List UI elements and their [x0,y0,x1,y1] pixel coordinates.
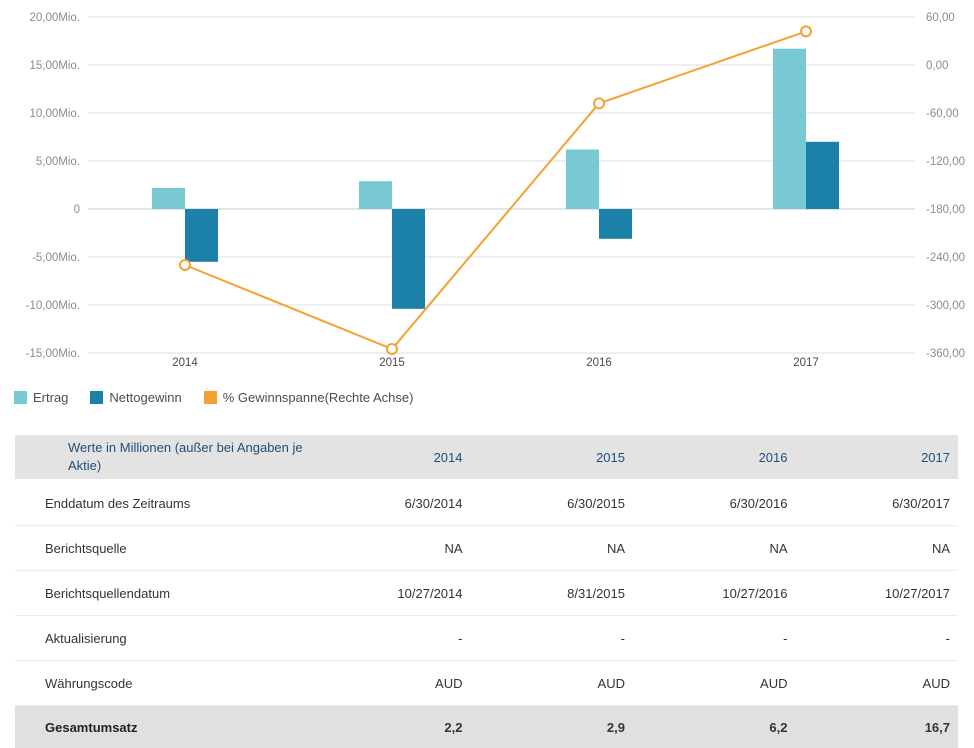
nettogewinn-swatch-icon [90,390,104,404]
row-value: 10/27/2014 [397,585,463,601]
row-value: 6/30/2015 [567,495,625,511]
right-axis-tick: -300,00 [926,300,965,312]
table-header-year-2016: 2016 [758,449,788,465]
table-row-berichtsquellendatum: Berichtsquellendatum 10/27/2014 8/31/201… [15,571,958,616]
left-axis-tick: 10,00Mio. [29,108,80,120]
row-value: 6/30/2016 [729,495,788,511]
table-header-year-2015: 2015 [596,449,625,465]
row-value: - [945,630,950,646]
combo-chart-svg: 20,00Mio. 60,00 15,00Mio. 0,00 10,00Mio. -60,… [26,12,965,369]
row-value: NA [931,540,950,556]
bar-ertrag-2015[interactable] [359,181,392,209]
legend-label: % Gewinnspanne(Rechte Achse) [222,389,414,405]
bar-ertrag-2016[interactable] [566,149,599,209]
legend-label: Nettogewinn [109,389,182,405]
table-header-year-2014: 2014 [433,449,463,465]
row-value: AUD [597,675,625,691]
gewinnspanne-line [184,30,807,351]
ertrag-swatch-icon [14,390,27,404]
row-value: - [620,630,625,646]
right-axis-tick: -180,00 [926,204,965,216]
row-value: 6/30/2017 [892,495,950,511]
gewinnspanne-swatch-icon [203,390,217,404]
bar-nettogewinn-2014[interactable] [185,209,218,262]
bar-nettogewinn-2015[interactable] [392,209,425,309]
legend-item-nettogewinn[interactable]: Nettogewinn [90,389,182,405]
left-axis-tick: -15,00Mio. [26,348,80,360]
row-value: NA [769,540,788,556]
right-axis-tick: -120,00 [926,156,965,168]
row-value: 6,2 [769,719,788,735]
gewinnspanne-marker-2016[interactable] [593,97,605,110]
gewinnspanne-marker-2015[interactable] [386,343,398,355]
left-axis-tick: 5,00Mio. [36,156,80,168]
table-row-waehrungscode: Währungscode AUD AUD AUD AUD [15,661,958,706]
table-header-year-2017: 2017 [921,449,950,465]
row-value: - [458,630,463,646]
row-value: 6/30/2014 [404,495,463,511]
right-axis-tick: -240,00 [926,252,965,264]
row-value: 10/27/2016 [722,585,788,601]
table-row-aktualisierung: Aktualisierung - - - - [15,616,958,661]
left-axis-tick: -5,00Mio. [32,252,80,264]
row-label: Aktualisierung [45,630,127,646]
chart-legend: Ertrag Nettogewinn % Gewinnspanne(Rechte… [14,388,974,406]
left-axis-tick: 20,00Mio. [29,12,80,24]
table-header-label: Werte in Millionen (außer bei Angaben je… [68,440,303,473]
financial-table: Werte in Millionen (außer bei Angaben je… [15,435,958,748]
table-row-enddatum: Enddatum des Zeitraums 6/30/2014 6/30/20… [15,481,958,526]
left-axis-tick: -10,00Mio. [26,300,80,312]
legend-item-ertrag[interactable]: Ertrag [14,390,68,405]
legend-label: Ertrag [33,389,69,405]
right-axis-tick: -360,00 [926,348,965,360]
row-label: Berichtsquellendatum [45,585,171,601]
row-value: AUD [760,675,788,691]
gewinnspanne-marker-2017[interactable] [800,25,812,38]
bar-ertrag-2014[interactable] [152,187,185,209]
x-axis-label: 2017 [793,357,819,369]
x-axis-label: 2015 [379,357,405,369]
row-value: 2,2 [444,719,463,735]
bar-nettogewinn-2016[interactable] [599,209,632,239]
row-value: 8/31/2015 [567,585,625,601]
row-label: Gesamtumsatz [45,719,138,735]
row-value: AUD [922,675,950,691]
legend-item-gewinnspanne[interactable]: % Gewinnspanne(Rechte Achse) [203,389,414,405]
row-value: 10/27/2017 [884,585,950,601]
row-value: NA [444,540,463,556]
row-value: NA [606,540,625,556]
row-label: Berichtsquelle [45,540,127,556]
gewinnspanne-marker-2014[interactable] [179,259,191,271]
table-row-berichtsquelle: Berichtsquelle NA NA NA NA [15,526,958,571]
row-label: Währungscode [45,675,133,691]
chart-section: 20,00Mio. 60,00 15,00Mio. 0,00 10,00Mio. -60,… [14,12,974,406]
row-value: 2,9 [606,719,625,735]
x-axis-label: 2016 [586,357,612,369]
table-header-row: Werte in Millionen (außer bei Angaben je… [15,435,958,481]
row-value: - [783,630,788,646]
x-axis-label: 2014 [172,357,198,369]
row-label: Enddatum des Zeitraums [45,495,191,511]
right-axis-tick: 0,00 [926,60,948,72]
row-value: AUD [435,675,463,691]
left-axis-tick: 15,00Mio. [29,60,80,72]
right-axis-tick: -60,00 [926,108,959,120]
right-axis-tick: 60,00 [926,12,955,24]
left-axis-tick: 0 [74,204,80,216]
bar-nettogewinn-2017[interactable] [806,141,839,209]
table-row-gesamtumsatz: Gesamtumsatz 2,2 2,9 6,2 16,7 [15,706,958,748]
row-value: 16,7 [924,719,950,735]
bar-ertrag-2017[interactable] [773,48,806,210]
